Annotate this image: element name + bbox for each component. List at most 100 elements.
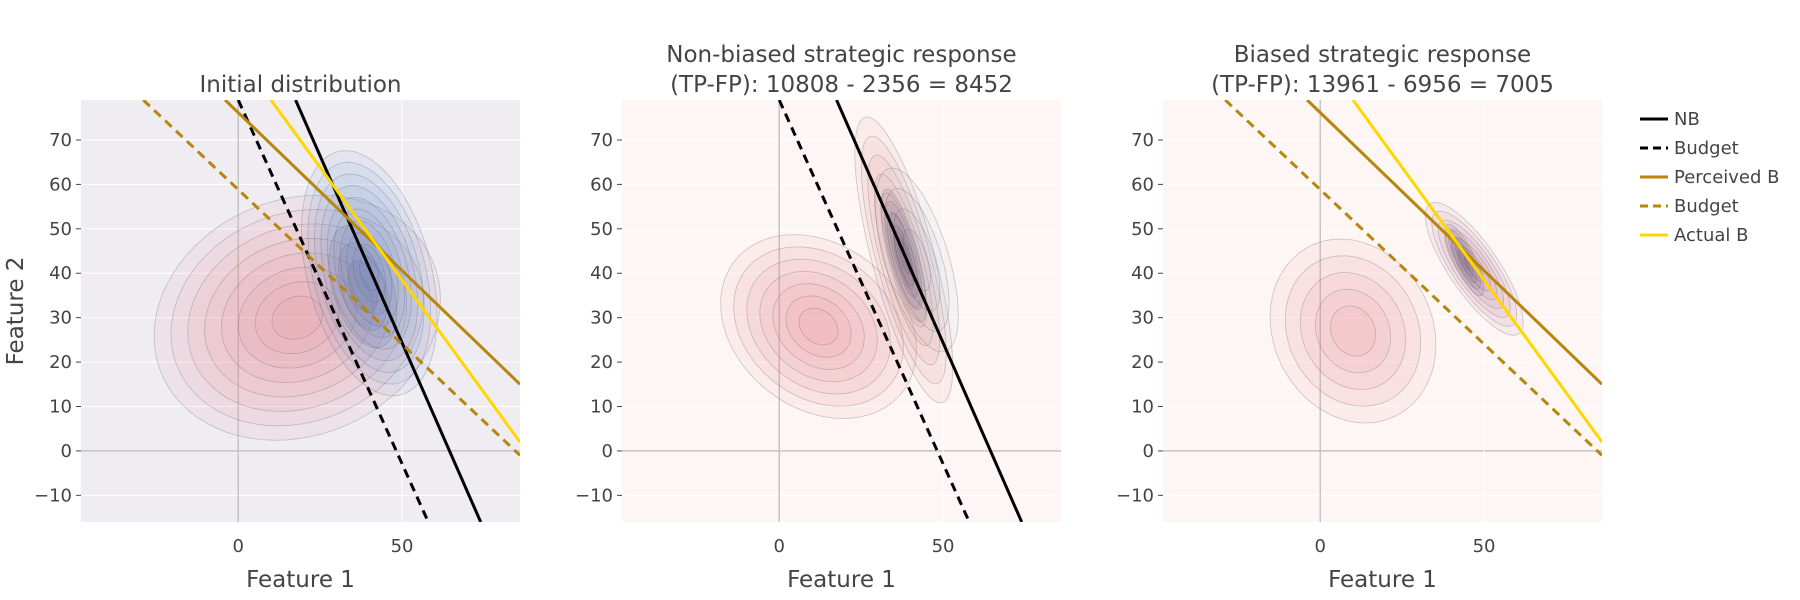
series-line-nb: [294, 100, 483, 522]
y-axis-label: Feature 2: [3, 257, 29, 366]
legend-label: Budget: [1674, 196, 1739, 217]
y-tick-label: −10: [34, 485, 72, 506]
density-level: [785, 295, 852, 358]
subplot-1: −10 0 10 20 30 40 50 60 70 0 50 Initial distributio…: [3, 72, 520, 593]
series-line-budget: [777, 100, 971, 522]
legend-item: Budget: [1640, 138, 1739, 159]
decision-lines: [142, 100, 520, 522]
density-level: [271, 295, 323, 340]
density-level: [867, 154, 941, 366]
legend-label: Budget: [1674, 138, 1739, 159]
y-tick-label: 40: [49, 263, 72, 284]
legend-item: NB: [1640, 109, 1700, 130]
density-level: [338, 242, 388, 331]
density-level: [187, 223, 408, 412]
density-level: [733, 246, 904, 407]
y-tick-label: 50: [49, 219, 72, 240]
subplot-3: −10 0 10 20 30 40 50 60 70 0 50 Biased strategic re…: [1116, 42, 1602, 593]
density-level: [254, 281, 340, 355]
series-line-budget: [142, 100, 520, 457]
legend-item: Perceived B: [1640, 167, 1780, 188]
decision-lines: [1224, 100, 1602, 457]
density-level: [204, 237, 391, 398]
x-tick-label: 50: [932, 536, 955, 557]
x-tick-label: 0: [233, 536, 244, 557]
legend-label: Actual B: [1674, 225, 1748, 246]
x-axis-label: Feature 1: [1328, 567, 1437, 593]
density-level: [1269, 238, 1437, 424]
y-tick-label: 30: [49, 308, 72, 329]
density-level: [860, 135, 947, 385]
y-tick-label: 30: [1131, 308, 1154, 329]
y-tick-label: 60: [49, 174, 72, 195]
x-tick-label: 50: [1473, 536, 1496, 557]
y-tick-label: 10: [590, 397, 613, 418]
y-tick-label: 0: [61, 441, 72, 462]
density-level: [1284, 255, 1422, 407]
series-line-budget: [236, 100, 430, 522]
density-level: [759, 270, 878, 383]
series-line-nb: [835, 100, 1024, 522]
x-tick-label: 50: [391, 536, 414, 557]
y-tick-label: 40: [1131, 263, 1154, 284]
y-tick-label: 70: [49, 130, 72, 151]
legend-item: Budget: [1640, 196, 1739, 217]
subplot-2: −10 0 10 20 30 40 50 60 70 0 50 Non-biased strategi…: [575, 42, 1061, 593]
x-axis-label: Feature 1: [246, 567, 355, 593]
y-tick-label: 20: [590, 352, 613, 373]
chart-title: Non-biased strategic response: [666, 42, 1016, 68]
y-tick-label: 50: [1131, 219, 1154, 240]
density-level: [720, 234, 917, 419]
density-level: [313, 173, 425, 373]
series-line-budget: [1224, 100, 1602, 457]
chart-title: Initial distribution: [199, 72, 401, 98]
x-axis-label: Feature 1: [787, 567, 896, 593]
y-tick-label: 60: [590, 174, 613, 195]
series-line-actual-b: [1351, 100, 1602, 443]
y-tick-label: 40: [590, 263, 613, 284]
chart-subtitle: (TP-FP): 10808 - 2356 = 8452: [670, 72, 1013, 98]
y-tick-label: −10: [575, 485, 613, 506]
density-level: [884, 187, 950, 332]
legend: NB Budget Perceived B Budget Actual B: [1640, 109, 1780, 246]
y-tick-label: 30: [590, 308, 613, 329]
legend-label: Perceived B: [1674, 167, 1780, 188]
series-line-perceived-b: [224, 100, 520, 386]
density-level: [798, 307, 839, 346]
y-tick-label: 60: [1131, 174, 1154, 195]
density-contours: [153, 150, 441, 441]
y-tick-label: 70: [1131, 130, 1154, 151]
x-tick-label: 0: [774, 536, 785, 557]
chart-subtitle: (TP-FP): 13961 - 6956 = 7005: [1211, 72, 1554, 98]
series-line-actual-b: [269, 100, 520, 443]
density-level: [320, 185, 419, 362]
legend-items: NB Budget Perceived B Budget Actual B: [1640, 109, 1780, 246]
y-tick-label: 20: [49, 352, 72, 373]
legend-label: NB: [1674, 109, 1700, 130]
density-level: [220, 252, 374, 384]
y-tick-label: −10: [1116, 485, 1154, 506]
y-tick-label: 70: [590, 130, 613, 151]
density-level: [1314, 288, 1392, 374]
y-tick-label: 20: [1131, 352, 1154, 373]
density-level: [1451, 236, 1478, 284]
density-level: [893, 208, 941, 312]
density-level: [1299, 272, 1407, 390]
density-level: [772, 283, 865, 370]
density-level: [326, 196, 412, 350]
density-level: [854, 116, 954, 404]
series-line-perceived-b: [1306, 100, 1602, 386]
y-tick-label: 10: [49, 397, 72, 418]
y-tick-label: 10: [1131, 397, 1154, 418]
density-level: [153, 194, 441, 441]
y-tick-label: 0: [1143, 441, 1154, 462]
legend-item: Actual B: [1640, 225, 1748, 246]
density-level: [746, 258, 891, 395]
panels: −10 0 10 20 30 40 50 60 70 0 50 Initial distributio…: [3, 42, 1602, 593]
chart-title: Biased strategic response: [1234, 42, 1531, 68]
decision-lines: [777, 100, 1024, 522]
density-level: [307, 161, 431, 385]
y-tick-label: 50: [590, 219, 613, 240]
y-tick-label: 0: [602, 441, 613, 462]
